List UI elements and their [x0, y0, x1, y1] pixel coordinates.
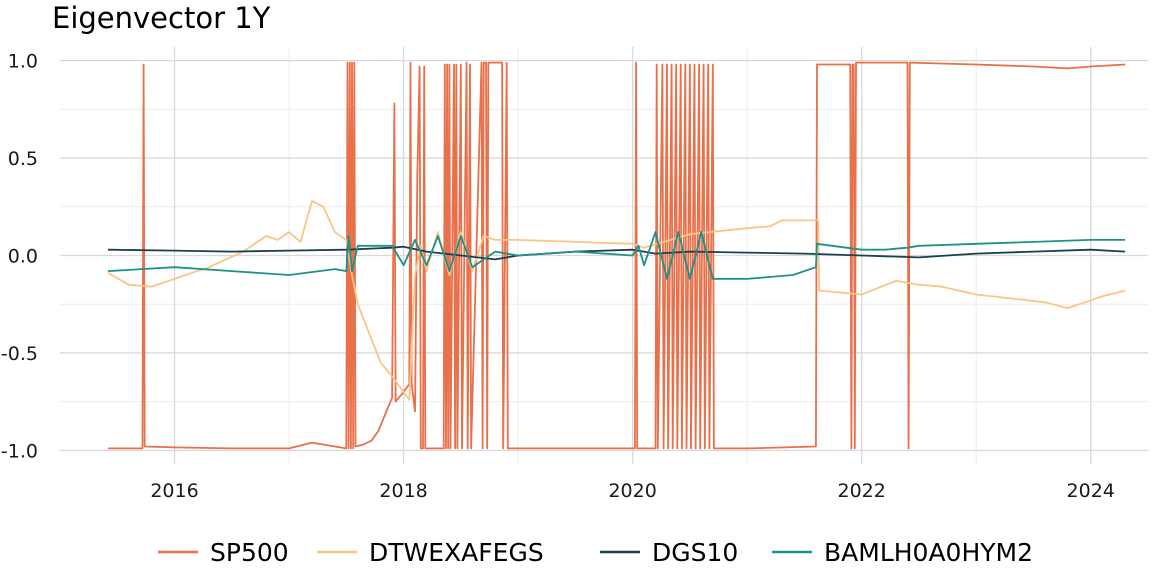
y-tick-labels: -1.0 -0.5 0.0 0.5 1.0	[1, 51, 38, 463]
legend-label: DTWEXAFEGS	[369, 538, 544, 567]
series-line-sp500	[108, 61, 1126, 450]
x-tick-label: 2018	[379, 480, 427, 502]
x-tick-label: 2024	[1067, 480, 1115, 502]
series-layer	[107, 61, 1126, 450]
legend: SP500 DTWEXAFEGS DGS10 BAMLH0A0HYM2	[158, 538, 1033, 567]
x-tick-label: 2016	[150, 480, 198, 502]
y-tick-label: -0.5	[1, 343, 38, 365]
x-tick-label: 2022	[838, 480, 886, 502]
y-tick-label: -1.0	[1, 440, 38, 462]
series-line-dtwexafegs	[107, 200, 1126, 401]
grid	[60, 47, 1148, 464]
y-tick-label: 0.5	[8, 148, 38, 170]
series-line-dgs10	[108, 245, 1126, 261]
x-tick-label: 2020	[608, 480, 656, 502]
x-tick-labels: 2016 2018 2020 2022 2024	[150, 480, 1115, 502]
chart-title: Eigenvector 1Y	[52, 1, 271, 35]
legend-label: SP500	[210, 538, 289, 567]
legend-label: DGS10	[652, 538, 738, 567]
y-tick-label: 0.0	[8, 246, 38, 268]
y-tick-label: 1.0	[8, 51, 38, 73]
legend-label: BAMLH0A0HYM2	[824, 538, 1033, 567]
series-line-bamlh0a0hym2	[108, 231, 1126, 280]
